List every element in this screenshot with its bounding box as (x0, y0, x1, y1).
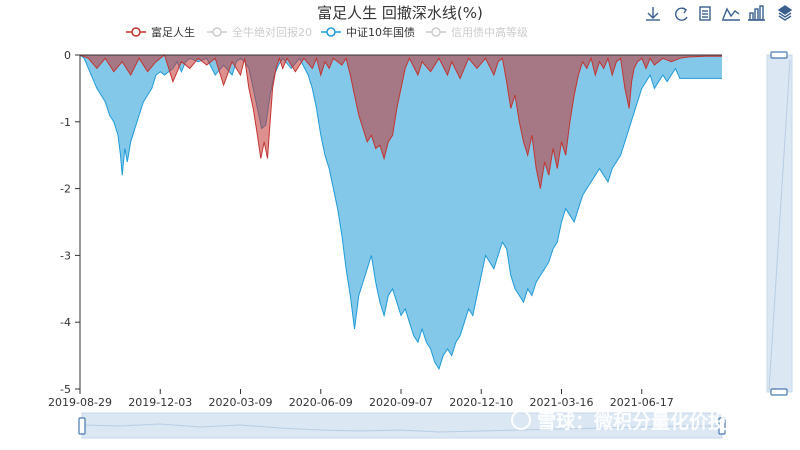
bottom-zoom-handle-left[interactable] (78, 417, 86, 435)
line-chart-icon[interactable] (722, 7, 740, 21)
bottom-zoom-track[interactable] (81, 412, 723, 439)
line-fuzu-rensheng (79, 54, 722, 189)
x-tick-label: 2019-08-29 (48, 396, 112, 409)
right-zoom-handle-bottom[interactable] (770, 388, 788, 396)
legend-marker-icon (431, 27, 441, 37)
bottom-zoom-handle-right[interactable] (718, 417, 726, 435)
bottom-data-zoom[interactable] (78, 412, 726, 439)
legend-label: 信用债中高等级 (451, 25, 528, 39)
area-fuzu-rensheng (80, 55, 722, 189)
toolbox (646, 5, 793, 21)
download-icon[interactable] (646, 7, 660, 21)
legend-marker-icon (326, 27, 336, 37)
legend: 富足人生 全牛绝对回报20 中证10年国债 信用债中高等级 (126, 25, 528, 39)
y-tick-label: -1 (60, 116, 71, 129)
x-tick-label: 2021-03-16 (530, 396, 594, 409)
x-tick-label: 2020-09-07 (369, 396, 433, 409)
area-cn-10y-bond (80, 55, 722, 369)
watermark-text: 雪球：微积分量化价投 (537, 410, 727, 433)
stack-icon[interactable] (777, 5, 793, 21)
refresh-icon[interactable] (675, 7, 688, 21)
chart-title: 富足人生 回撤深水线(%) (317, 4, 483, 22)
y-tick-label: -5 (60, 383, 71, 396)
y-tick-label: -3 (60, 249, 71, 262)
legend-label: 富足人生 (151, 25, 195, 39)
x-tick-label: 2020-12-10 (449, 396, 513, 409)
watermark: 雪球：微积分量化价投 (511, 410, 727, 433)
watermark-logo-icon (511, 410, 531, 430)
legend-label: 中证10年国债 (346, 25, 415, 39)
y-tick-label: -4 (60, 316, 71, 329)
x-tick-label: 2019-12-03 (128, 396, 192, 409)
x-tick-label: 2021-06-17 (610, 396, 674, 409)
legend-item-0[interactable]: 富足人生 (126, 25, 195, 39)
legend-item-1[interactable]: 全牛绝对回报20 (207, 25, 312, 39)
bottom-zoom-preview (81, 423, 722, 433)
bar-chart-icon[interactable] (748, 5, 765, 21)
legend-marker-icon (131, 27, 141, 37)
right-data-zoom[interactable] (766, 51, 793, 396)
data-view-icon[interactable] (699, 6, 711, 21)
y-tick-label: 0 (64, 49, 71, 62)
right-zoom-handle-top[interactable] (770, 51, 788, 59)
legend-item-3[interactable]: 信用债中高等级 (426, 25, 528, 39)
right-zoom-preview (768, 59, 791, 391)
legend-label: 全牛绝对回报20 (232, 25, 312, 39)
legend-marker-icon (212, 27, 222, 37)
x-tick-label: 2020-06-09 (289, 396, 353, 409)
legend-item-2[interactable]: 中证10年国债 (321, 25, 415, 39)
x-tick-label: 2020-03-09 (209, 396, 273, 409)
y-tick-label: -2 (60, 183, 71, 196)
